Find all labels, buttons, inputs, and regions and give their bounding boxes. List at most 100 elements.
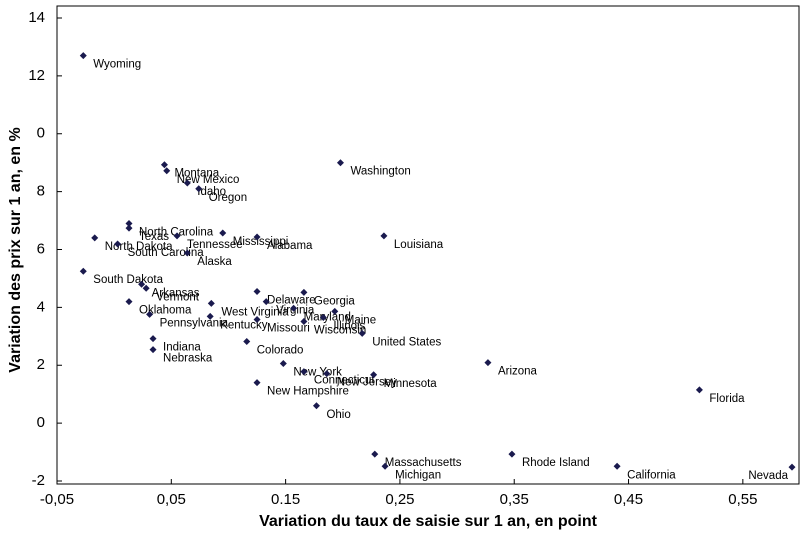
y-tick-label: 0: [37, 414, 45, 431]
point-label: New York: [293, 367, 342, 379]
point-label: Wyoming: [93, 59, 141, 71]
scatter-point: [253, 287, 261, 295]
scatter-point: [300, 288, 308, 296]
point-label: Kentucky: [220, 319, 268, 331]
x-tick-label: 0,35: [500, 491, 529, 508]
x-tick-label: 0,55: [728, 491, 757, 508]
scatter-point: [300, 368, 308, 376]
point-label: South Carolina: [128, 247, 205, 259]
scatter-point: [279, 360, 287, 368]
scatter-point: [253, 379, 261, 387]
scatter-point: [253, 233, 261, 241]
point-label: Colorado: [257, 345, 304, 357]
point-label: Massachusetts: [385, 457, 462, 469]
y-tick-label: 8: [37, 183, 45, 200]
point-label: Tennessee: [187, 239, 243, 251]
scatter-point: [371, 450, 379, 458]
point-label: Pennsylvania: [160, 317, 229, 329]
scatter-point: [695, 386, 703, 394]
y-tick-label: 14: [28, 9, 45, 26]
y-axis-title: Variation des prix sur 1 an, en %: [7, 127, 24, 372]
point-label: Ohio: [326, 409, 350, 421]
scatter-point: [219, 229, 227, 237]
scatter-point: [125, 224, 133, 232]
point-label: Indiana: [163, 342, 201, 354]
y-tick-label: -2: [32, 472, 45, 489]
scatter-point: [788, 463, 796, 471]
point-label: Oregon: [209, 192, 247, 204]
y-tick-label: 0: [37, 125, 45, 142]
scatter-point: [79, 52, 87, 60]
scatter-point: [125, 219, 133, 227]
point-label: Minnesota: [384, 378, 438, 390]
point-label: Washington: [350, 166, 410, 178]
y-tick-label: 4: [37, 298, 45, 315]
point-label: Illinois: [333, 321, 365, 333]
x-tick-label: 0.15: [271, 491, 300, 508]
scatter-point: [195, 185, 203, 193]
point-label: Maryland: [304, 311, 351, 323]
point-label: Vermont: [156, 291, 200, 303]
scatter-point: [380, 232, 388, 240]
scatter-point: [381, 462, 389, 470]
scatter-point: [149, 346, 157, 354]
point-label: New Hampshire: [267, 386, 349, 398]
scatter-point: [173, 232, 181, 240]
scatter-point: [358, 329, 366, 337]
scatter-point: [290, 304, 298, 312]
point-label: South Dakota: [93, 274, 163, 286]
plot-frame: [56, 5, 800, 485]
scatter-point: [114, 240, 122, 248]
scatter-point: [370, 371, 378, 379]
point-label: Mississippi: [233, 236, 289, 248]
x-tick-label: 0,45: [614, 491, 643, 508]
point-label: Maine: [345, 314, 376, 326]
point-label: Nevada: [748, 470, 788, 482]
point-label: Wisconsin: [314, 325, 366, 337]
point-label: Delaware: [267, 294, 316, 306]
scatter-point: [508, 450, 516, 458]
scatter-point: [149, 335, 157, 343]
y-tick-label: 6: [37, 240, 45, 257]
point-label: Missouri: [267, 323, 310, 335]
point-label: West Virginia: [221, 306, 289, 318]
y-tick-label: 2: [37, 356, 45, 373]
point-label: Virginia: [276, 305, 315, 317]
scatter-point: [323, 370, 331, 378]
scatter-point: [319, 314, 327, 322]
scatter-point: [300, 318, 308, 326]
scatter-point: [484, 359, 492, 367]
scatter-point: [183, 249, 191, 257]
scatter-point: [160, 161, 168, 169]
x-tick-label: 0,25: [385, 491, 414, 508]
scatter-point: [207, 299, 215, 307]
scatter-point: [138, 280, 146, 288]
scatter-point: [146, 310, 154, 318]
point-label: Alabama: [267, 240, 313, 252]
point-label: Texas: [139, 231, 169, 243]
x-axis-title: Variation du taux de saisie sur 1 an, en…: [259, 513, 598, 530]
point-label: Georgia: [314, 295, 356, 307]
scatter-point: [262, 298, 270, 306]
point-label: Florida: [709, 393, 745, 405]
scatter-point: [312, 402, 320, 410]
point-label: Arizona: [498, 366, 538, 378]
scatter-point: [125, 298, 133, 306]
scatter-point: [253, 316, 261, 324]
x-tick-label: -0,05: [40, 491, 74, 508]
scatter-point: [336, 159, 344, 167]
point-label: Nebraska: [163, 353, 213, 365]
x-tick-label: 0,05: [157, 491, 186, 508]
scatter-point: [163, 167, 171, 175]
scatter-point: [183, 179, 191, 187]
scatter-point: [331, 307, 339, 315]
y-tick-label: 12: [28, 67, 45, 84]
point-label: Alaska: [197, 256, 232, 268]
point-label: Michigan: [395, 469, 441, 481]
point-label: Montana: [174, 168, 219, 180]
scatter-point: [243, 338, 251, 346]
point-label: Idaho: [197, 186, 226, 198]
scatter-point: [79, 267, 87, 275]
